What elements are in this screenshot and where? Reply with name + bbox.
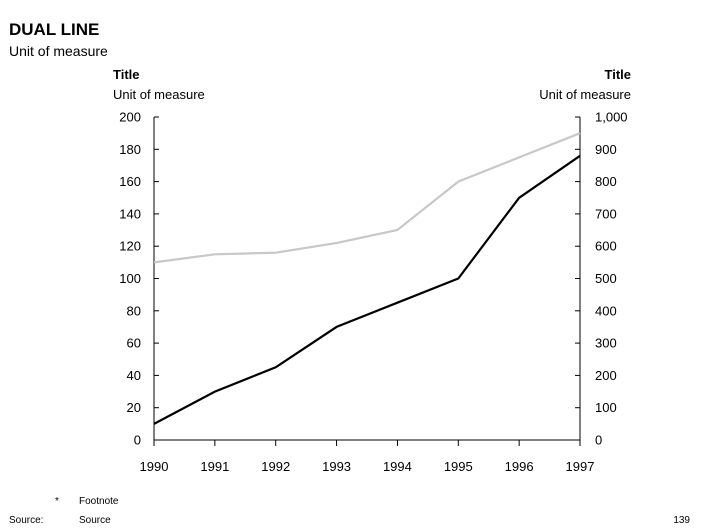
x-tick-label: 1994 — [383, 459, 412, 474]
left-tick-label: 80 — [127, 303, 141, 318]
x-tick-label: 1995 — [444, 459, 473, 474]
right-axis-unit: Unit of measure — [539, 87, 631, 102]
left-tick-label: 160 — [119, 174, 141, 189]
right-tick-label: 200 — [595, 368, 617, 383]
right-tick-label: 600 — [595, 239, 617, 254]
right-tick-label: 700 — [595, 206, 617, 221]
right-tick-label: 800 — [595, 174, 617, 189]
right-tick-label: 100 — [595, 400, 617, 415]
right-axis-title: Title — [604, 67, 632, 82]
right-tick-label: 400 — [595, 303, 617, 318]
left-tick-label: 40 — [127, 368, 141, 383]
left-axis-title: Title — [113, 67, 140, 82]
chart-title: DUAL LINE — [9, 20, 100, 39]
right-tick-label: 900 — [595, 142, 617, 157]
x-tick-label: 1991 — [200, 459, 229, 474]
series-layer — [153, 132, 581, 425]
footnote-text: Footnote — [79, 496, 119, 507]
x-tick-label: 1996 — [505, 459, 534, 474]
chart-subtitle: Unit of measure — [9, 43, 108, 59]
left-tick-label: 180 — [119, 142, 141, 157]
left-tick-label: 200 — [119, 110, 141, 125]
footnote-marker: * — [55, 496, 59, 507]
source-label: Source: — [9, 515, 44, 526]
labels-layer: 0 20 40 60 80 100 120 140 160 180 200 0 100 200 300 400… — [119, 110, 627, 475]
page-number: 139 — [673, 515, 690, 526]
x-tick-label: 1993 — [322, 459, 351, 474]
x-tick-label: 1990 — [140, 459, 169, 474]
series-left-line — [153, 154, 581, 425]
source-text: Source — [79, 515, 111, 526]
series-right-line — [153, 132, 581, 264]
left-tick-label: 0 — [134, 433, 141, 448]
left-tick-label: 100 — [119, 271, 141, 286]
left-axis-unit: Unit of measure — [113, 87, 205, 102]
left-tick-label: 140 — [119, 206, 141, 221]
x-tick-label: 1992 — [261, 459, 290, 474]
left-tick-label: 60 — [127, 336, 141, 351]
axes-layer — [153, 116, 581, 446]
left-tick-label: 20 — [127, 400, 141, 415]
x-tick-label: 1997 — [566, 459, 595, 474]
right-tick-label: 0 — [595, 433, 602, 448]
right-tick-label: 300 — [595, 336, 617, 351]
right-tick-label: 1,000 — [595, 110, 628, 125]
right-tick-label: 500 — [595, 271, 617, 286]
left-tick-label: 120 — [119, 239, 141, 254]
